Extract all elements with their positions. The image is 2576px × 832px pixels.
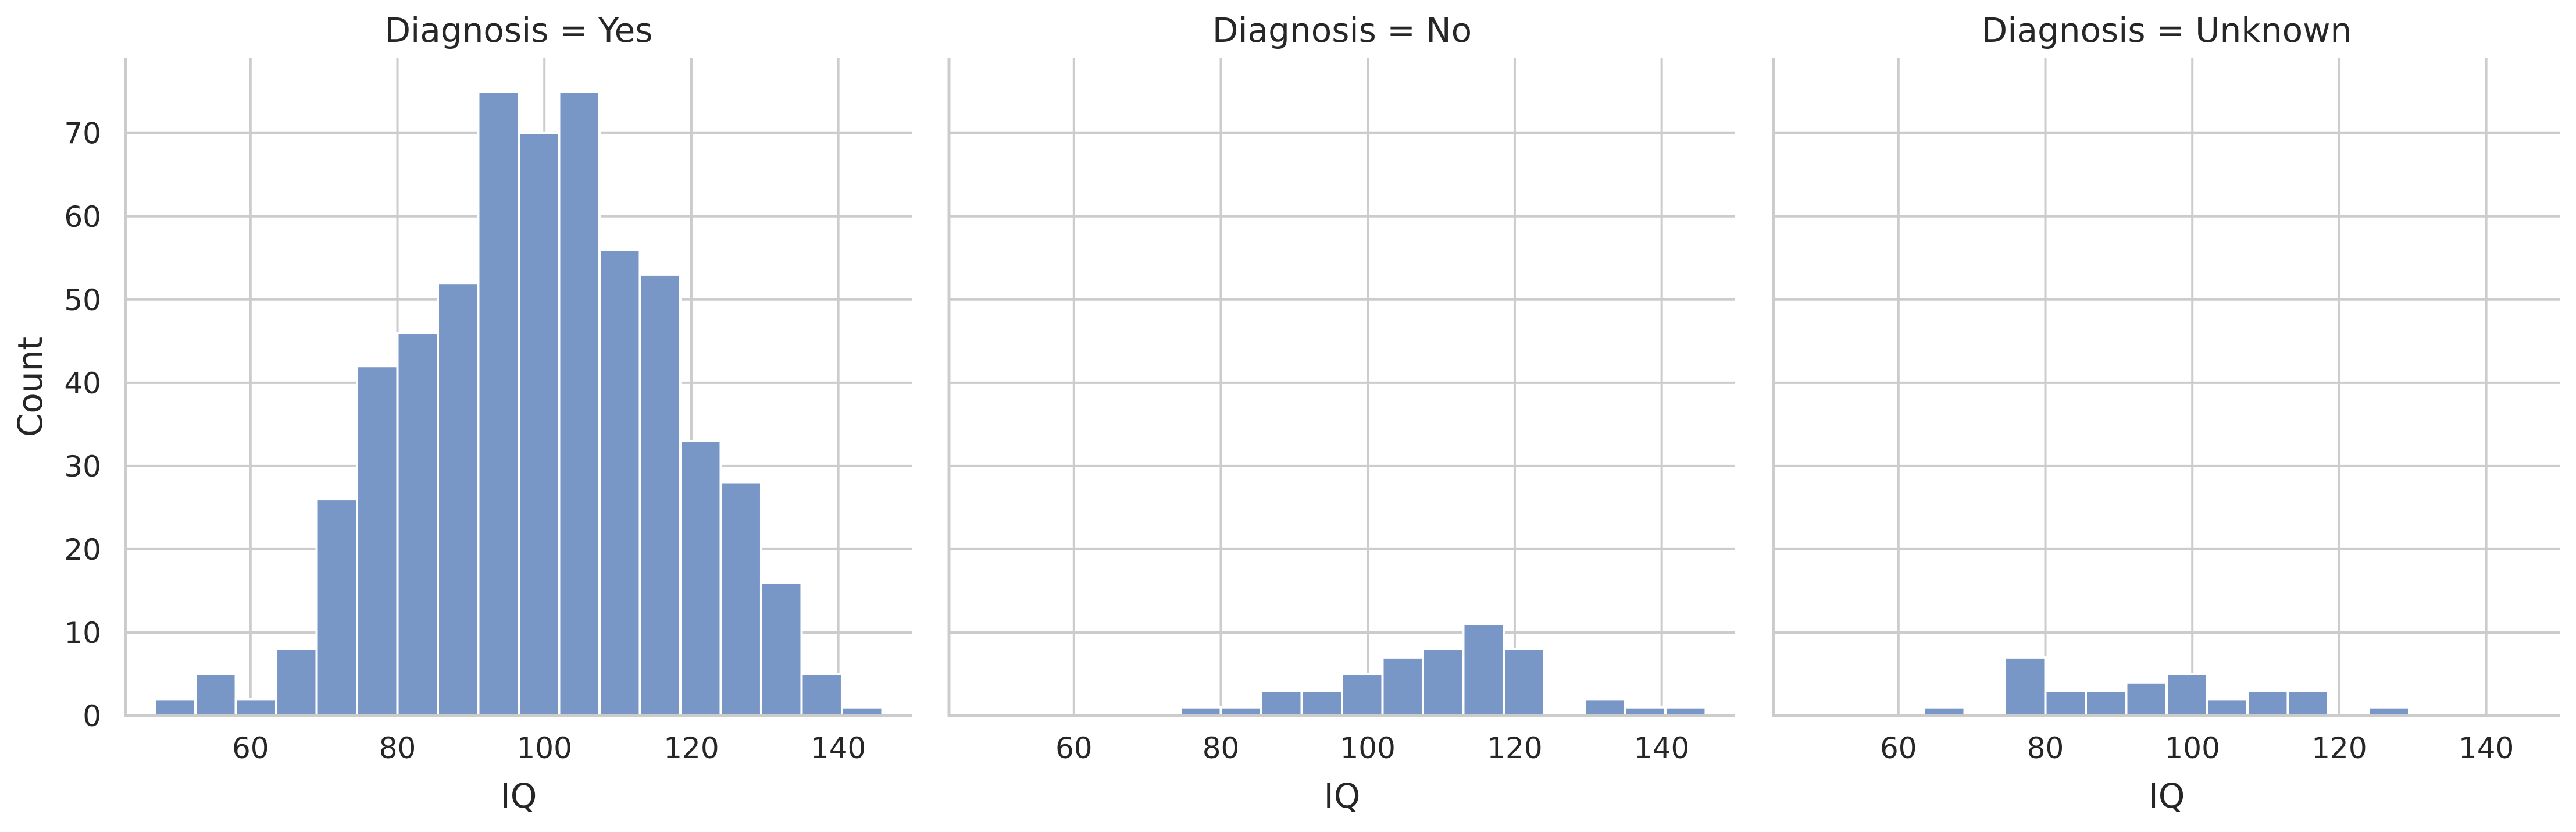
histogram-bar — [518, 131, 561, 717]
histogram-bar — [154, 698, 197, 717]
histogram-bar — [1381, 656, 1424, 717]
x-tick-label: 140 — [2459, 731, 2514, 765]
x-tick-label: 100 — [1340, 731, 1396, 765]
x-tick-label: 140 — [1634, 731, 1689, 765]
histogram-bar — [234, 698, 278, 717]
facet-panel: Diagnosis = Unknown 60 80 100 120 140 IQ — [1772, 10, 2560, 816]
histogram-bar — [1341, 673, 1384, 717]
histogram-bar — [356, 365, 399, 717]
histogram-bar — [396, 332, 440, 717]
histogram-bar — [2286, 689, 2329, 717]
histogram-bar — [558, 90, 601, 717]
histogram-bar — [2085, 689, 2128, 717]
facet-panel: Diagnosis = Yes 60 80 100 120 140 IQ 0 10 20 30 40 5… — [10, 10, 912, 816]
x-tick-label: 60 — [1880, 731, 1917, 765]
facet-title: Diagnosis = No — [1212, 10, 1472, 50]
histogram-bar — [1502, 648, 1546, 717]
histogram-bar — [1260, 689, 1303, 717]
histogram-bar — [719, 481, 762, 717]
x-axis-label: IQ — [1324, 776, 1361, 816]
histogram-bar — [2246, 689, 2289, 717]
histogram-bar — [2165, 673, 2208, 717]
histogram-bar — [598, 248, 641, 717]
x-axis-label: IQ — [2149, 776, 2185, 816]
y-axis-label: Count — [10, 337, 50, 437]
facet-panel: Diagnosis = No 60 80 100 120 140 IQ — [947, 10, 1735, 816]
histogram-bar — [2125, 681, 2168, 717]
histogram-bar — [1583, 698, 1626, 717]
x-tick-label: 120 — [663, 731, 719, 765]
x-tick-label: 100 — [2165, 731, 2220, 765]
histogram-bar — [437, 282, 480, 717]
histogram-bar — [679, 439, 722, 717]
histogram-bar — [800, 673, 843, 717]
x-tick-label: 140 — [811, 731, 866, 765]
x-tick-label: 80 — [379, 731, 416, 765]
y-tick-label: 0 — [83, 699, 101, 733]
x-tick-label: 120 — [1487, 731, 1542, 765]
x-tick-label: 100 — [517, 731, 572, 765]
x-tick-label: 120 — [2311, 731, 2367, 765]
histogram-bar — [2004, 656, 2047, 717]
x-tick-label: 80 — [2027, 731, 2064, 765]
facet-title: Diagnosis = Unknown — [1982, 10, 2352, 50]
histogram-bar — [275, 648, 318, 717]
x-tick-label: 60 — [1055, 731, 1093, 765]
histogram-bar — [2044, 689, 2088, 717]
y-tick-label: 60 — [64, 200, 101, 234]
histogram-bar — [194, 673, 237, 717]
histogram-bar — [1462, 623, 1505, 717]
x-axis-label: IQ — [501, 776, 537, 816]
histogram-bar — [1421, 648, 1465, 717]
y-tick-label: 70 — [64, 117, 101, 151]
y-tick-label: 30 — [64, 450, 101, 483]
histogram-bar — [1300, 689, 1343, 717]
y-tick-label: 40 — [64, 367, 101, 400]
histogram-bar — [759, 581, 803, 717]
y-tick-label: 20 — [64, 533, 101, 567]
x-tick-label: 80 — [1203, 731, 1240, 765]
histogram-bar — [2206, 698, 2249, 717]
histogram-bar — [315, 498, 359, 717]
y-tick-label: 50 — [64, 283, 101, 317]
x-tick-label: 60 — [232, 731, 269, 765]
histogram-bar — [477, 90, 520, 717]
facet-title: Diagnosis = Yes — [384, 10, 652, 50]
histogram-bar — [638, 273, 682, 717]
y-tick-label: 10 — [64, 616, 101, 650]
